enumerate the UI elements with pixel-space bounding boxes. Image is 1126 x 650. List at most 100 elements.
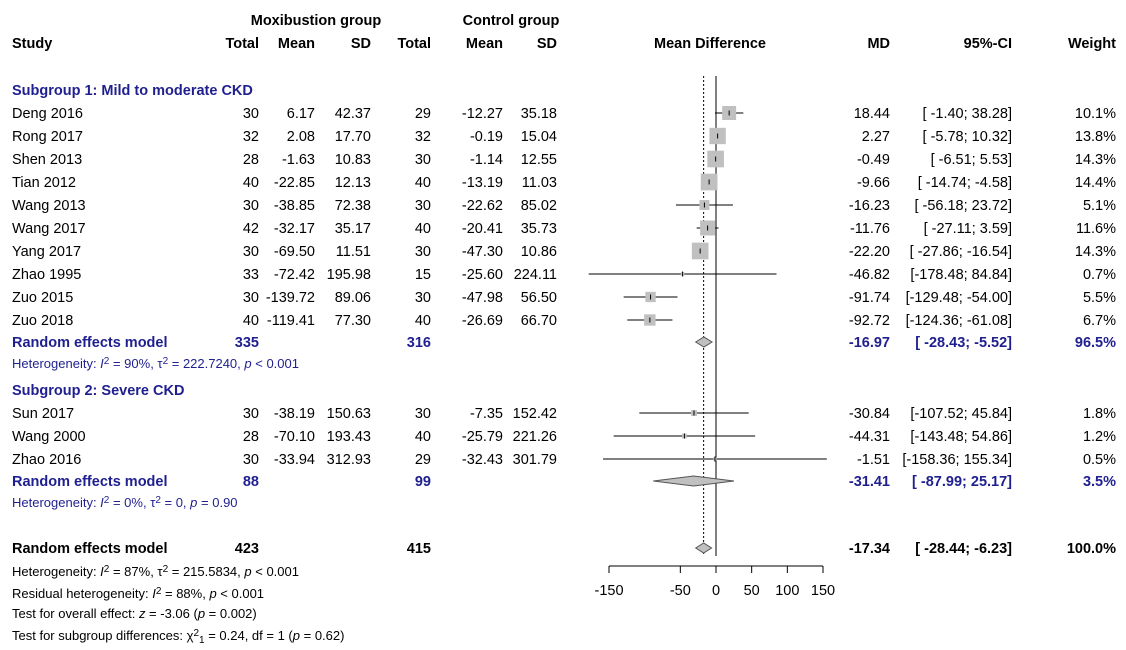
total1-value: 30 <box>243 198 259 214</box>
total2-value: 40 <box>415 313 431 329</box>
sd2-value: 15.04 <box>521 129 557 145</box>
pooled-diamond <box>653 475 735 487</box>
total1-value: 40 <box>243 313 259 329</box>
group2-header: Control group <box>463 13 560 29</box>
mean2-value: -22.62 <box>462 198 503 214</box>
total1-value: 30 <box>243 106 259 122</box>
mean1-value: 2.08 <box>287 129 315 145</box>
md-value: -16.23 <box>849 198 890 214</box>
mean2-value: -25.60 <box>462 267 503 283</box>
total2-value: 30 <box>415 406 431 422</box>
x-tick-label: 50 <box>744 583 760 599</box>
mean2-value: -47.30 <box>462 244 503 260</box>
sd2-value: 66.70 <box>521 313 557 329</box>
sd2-value: 224.11 <box>514 267 557 283</box>
plot-header: Mean Difference <box>654 36 766 52</box>
sd2-value: 221.26 <box>513 429 557 445</box>
study-name: Wang 2013 <box>12 198 86 214</box>
total2-value: 40 <box>415 429 431 445</box>
ci-value: [-143.48; 54.86] <box>910 429 1012 445</box>
subgroup-pooled-md: -31.41 <box>849 474 890 490</box>
mean2-value: -12.27 <box>462 106 503 122</box>
subgroup-heterogeneity: Heterogeneity: I2 = 0%, τ2 = 0, p = 0.90 <box>12 495 238 511</box>
weight-value: 0.7% <box>1083 267 1116 283</box>
sd2-value: 10.86 <box>521 244 557 260</box>
total1-value: 30 <box>243 452 259 468</box>
md-value: -30.84 <box>849 406 890 422</box>
weight-value: 14.3% <box>1075 244 1116 260</box>
sd2-value: 56.50 <box>521 290 557 306</box>
sd2-value: 85.02 <box>521 198 557 214</box>
mean1-value: -22.85 <box>274 175 315 191</box>
mean2-value: -32.43 <box>462 452 503 468</box>
total1-value: 30 <box>243 244 259 260</box>
sd2-value: 11.03 <box>522 175 557 191</box>
study-name: Wang 2000 <box>12 429 86 445</box>
total1-value: 28 <box>243 152 259 168</box>
ci-value: [ -5.78; 10.32] <box>923 129 1012 145</box>
md-value: -91.74 <box>849 290 890 306</box>
mean2-value: -0.19 <box>470 129 503 145</box>
total1-value: 32 <box>243 129 259 145</box>
total2-value: 32 <box>415 129 431 145</box>
ci-value: [ -1.40; 38.28] <box>923 106 1012 122</box>
sd2-value: 35.18 <box>521 106 557 122</box>
mean1-value: -72.42 <box>274 267 315 283</box>
total2-header: Total <box>397 36 431 52</box>
weight-value: 6.7% <box>1083 313 1116 329</box>
total2-value: 30 <box>415 198 431 214</box>
weight-value: 5.1% <box>1083 198 1116 214</box>
study-name: Zuo 2015 <box>12 290 73 306</box>
total1-value: 40 <box>243 175 259 191</box>
study-name: Zhao 1995 <box>12 267 81 283</box>
weight-value: 11.6% <box>1076 221 1116 237</box>
ci-value: [ -27.11; 3.59] <box>924 221 1012 237</box>
sd1-value: 12.13 <box>335 175 371 191</box>
weight-value: 14.4% <box>1075 175 1116 191</box>
overall-effect-test: Test for overall effect: z = -3.06 (p = … <box>12 606 257 621</box>
total2-value: 30 <box>415 244 431 260</box>
total2-value: 40 <box>415 221 431 237</box>
study-name: Zhao 2016 <box>12 452 81 468</box>
mean2-header: Mean <box>466 36 503 52</box>
weight-value: 1.2% <box>1083 429 1116 445</box>
subgroup-pooled-label: Random effects model <box>12 474 168 490</box>
x-tick-label: 150 <box>811 583 835 599</box>
ci-value: [ -6.51; 5.53] <box>931 152 1012 168</box>
sd1-value: 77.30 <box>335 313 371 329</box>
x-tick-label: -50 <box>670 583 691 599</box>
subgroup-pooled-total2: 99 <box>415 474 431 490</box>
mean1-value: -119.41 <box>267 313 315 329</box>
sd2-value: 35.73 <box>521 221 557 237</box>
sd1-value: 312.93 <box>327 452 371 468</box>
ci-value: [-129.48; -54.00] <box>906 290 1012 306</box>
sd2-value: 301.79 <box>513 452 557 468</box>
ci-value: [ -14.74; -4.58] <box>918 175 1012 191</box>
md-value: -1.51 <box>857 452 890 468</box>
total2-value: 29 <box>415 452 431 468</box>
study-name: Deng 2016 <box>12 106 83 122</box>
overall-pooled-md: -17.34 <box>849 541 890 557</box>
md-value: -0.49 <box>857 152 890 168</box>
sd1-value: 72.38 <box>335 198 371 214</box>
ci-value: [-107.52; 45.84] <box>910 406 1012 422</box>
subgroup-title: Subgroup 1: Mild to moderate CKD <box>12 83 253 99</box>
overall-pooled-ci: [ -28.44; -6.23] <box>915 541 1012 557</box>
mean1-value: -1.63 <box>282 152 315 168</box>
mean2-value: -13.19 <box>462 175 503 191</box>
sd1-value: 42.37 <box>335 106 371 122</box>
pooled-diamond <box>694 542 713 554</box>
total1-value: 30 <box>243 406 259 422</box>
study-name: Zuo 2018 <box>12 313 73 329</box>
x-tick-label: -150 <box>594 583 623 599</box>
subgroup-pooled-weight: 3.5% <box>1083 474 1116 490</box>
weight-value: 13.8% <box>1075 129 1116 145</box>
subgroup-pooled-total1: 88 <box>243 474 259 490</box>
mean1-value: -32.17 <box>274 221 315 237</box>
subgroup-pooled-ci: [ -87.99; 25.17] <box>912 474 1012 490</box>
md-value: -11.76 <box>850 221 890 237</box>
study-name: Shen 2013 <box>12 152 82 168</box>
sd1-value: 150.63 <box>327 406 371 422</box>
weight-value: 0.5% <box>1083 452 1116 468</box>
